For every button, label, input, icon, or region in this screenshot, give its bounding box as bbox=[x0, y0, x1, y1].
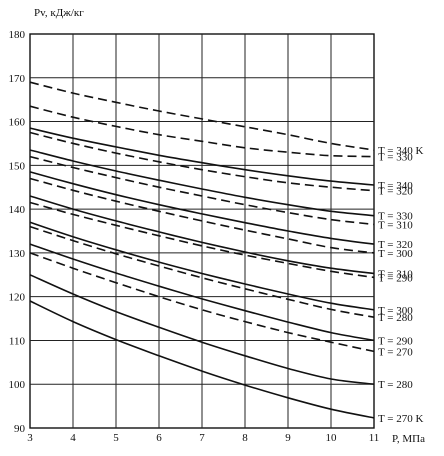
x-axis-label: P, МПа bbox=[392, 433, 425, 445]
series-label: T = 270 K bbox=[378, 413, 423, 425]
y-axis-label: Pv, кДж/кг bbox=[34, 7, 84, 19]
series-line-9 bbox=[29, 201, 375, 279]
x-tick-label: 10 bbox=[326, 432, 338, 444]
series-line-6 bbox=[29, 171, 375, 245]
series-label: T = 290 bbox=[378, 272, 413, 284]
y-tick-label: 160 bbox=[9, 117, 26, 129]
series-line-15 bbox=[29, 300, 375, 419]
curves bbox=[29, 81, 375, 419]
series-line-1 bbox=[29, 105, 375, 158]
x-tick-label: 4 bbox=[70, 432, 76, 444]
series-line-0 bbox=[29, 81, 375, 151]
x-tick-label: 7 bbox=[199, 432, 205, 444]
series-label: T = 300 bbox=[378, 248, 413, 260]
series-line-4 bbox=[29, 149, 375, 217]
y-tick-labels: 90 100 110 120 130 140 150 160 170 180 bbox=[9, 29, 26, 435]
series-line-8 bbox=[29, 195, 375, 275]
x-tick-label: 11 bbox=[369, 432, 380, 444]
series-line-12 bbox=[29, 243, 375, 342]
series-label: T = 340 K bbox=[378, 145, 423, 157]
series-label: T = 280 bbox=[378, 379, 413, 391]
series-label: T = 330 bbox=[378, 211, 413, 223]
x-tick-label: 8 bbox=[242, 432, 248, 444]
y-tick-label: 130 bbox=[9, 248, 26, 260]
series-line-7 bbox=[29, 177, 375, 254]
x-tick-label: 3 bbox=[27, 432, 33, 444]
series-line-3 bbox=[29, 131, 375, 192]
series-label: T = 290 bbox=[378, 335, 413, 347]
series-label: T = 340 bbox=[378, 180, 413, 192]
series-line-2 bbox=[29, 127, 375, 186]
grid bbox=[29, 33, 375, 429]
series-label: T = 330 bbox=[378, 152, 413, 164]
series-line-10 bbox=[29, 221, 375, 311]
series-line-11 bbox=[29, 225, 375, 318]
y-tick-label: 150 bbox=[9, 160, 26, 172]
y-tick-label: 170 bbox=[9, 73, 26, 85]
series-label: T = 270 bbox=[378, 346, 413, 358]
series-label: T = 320 bbox=[378, 239, 413, 251]
series-line-14 bbox=[29, 274, 375, 385]
y-tick-label: 110 bbox=[9, 335, 26, 347]
series-label: T = 310 bbox=[378, 268, 413, 280]
series-label: T = 320 bbox=[378, 186, 413, 198]
x-tick-label: 6 bbox=[156, 432, 162, 444]
series-label: T = 280 bbox=[378, 312, 413, 324]
x-tick-label: 5 bbox=[113, 432, 119, 444]
series-line-5 bbox=[29, 155, 375, 226]
y-tick-label: 180 bbox=[9, 29, 26, 41]
y-tick-label: 90 bbox=[14, 423, 26, 435]
y-tick-label: 120 bbox=[9, 292, 26, 304]
y-tick-label: 140 bbox=[9, 204, 26, 216]
y-tick-label: 100 bbox=[9, 379, 26, 391]
series-line-13 bbox=[29, 252, 375, 353]
series-label: T = 310 bbox=[378, 219, 413, 231]
series-label: T = 300 bbox=[378, 305, 413, 317]
x-tick-label: 9 bbox=[285, 432, 291, 444]
x-tick-labels: 3 4 5 6 7 8 9 10 11 bbox=[27, 432, 379, 444]
